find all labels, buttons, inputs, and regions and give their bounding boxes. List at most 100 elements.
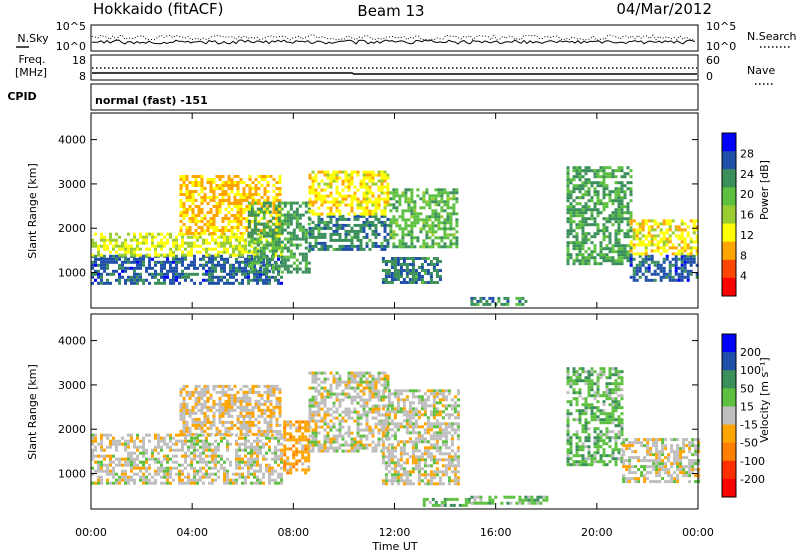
power-cell xyxy=(290,271,293,274)
velocity-cell xyxy=(94,455,97,458)
velocity-cell xyxy=(231,397,234,400)
power-cell xyxy=(369,189,372,192)
power-cell xyxy=(597,214,600,217)
velocity-cell xyxy=(247,452,250,455)
power-cell xyxy=(296,271,299,274)
power-cell xyxy=(401,218,404,221)
power-cell xyxy=(455,218,458,221)
velocity-cell xyxy=(204,385,207,388)
power-cell xyxy=(609,241,612,244)
velocity-cell xyxy=(261,433,264,436)
velocity-cell xyxy=(231,409,234,412)
velocity-cell xyxy=(249,397,252,400)
velocity-cell xyxy=(351,438,354,441)
power-cell xyxy=(407,233,410,236)
velocity-cell xyxy=(330,447,333,450)
power-cell xyxy=(130,276,133,279)
velocity-cell xyxy=(240,400,243,403)
power-cell xyxy=(375,236,378,239)
power-cell xyxy=(570,196,573,199)
power-cell xyxy=(266,223,269,226)
power-cell xyxy=(222,217,225,220)
velocity-cell xyxy=(387,384,390,387)
power-cell xyxy=(133,254,136,257)
power-cell xyxy=(235,273,238,276)
power-cell xyxy=(151,242,154,245)
power-cell xyxy=(440,191,443,194)
velocity-cell xyxy=(166,473,169,476)
power-cell xyxy=(208,248,211,251)
velocity-cell xyxy=(318,408,321,411)
power-cell xyxy=(266,247,269,250)
power-cell xyxy=(163,236,166,239)
velocity-cell xyxy=(286,471,289,474)
velocity-cell xyxy=(315,432,318,435)
velocity-cell xyxy=(345,396,348,399)
power-cell xyxy=(124,270,127,273)
velocity-cell xyxy=(124,446,127,449)
velocity-cell xyxy=(238,437,241,440)
velocity-cell xyxy=(207,406,210,409)
power-cell xyxy=(606,229,609,232)
velocity-cell xyxy=(193,449,196,452)
velocity-cell xyxy=(321,417,324,420)
velocity-cell xyxy=(211,479,214,482)
power-cell xyxy=(118,267,121,270)
velocity-cell xyxy=(295,453,298,456)
power-cell xyxy=(249,190,252,193)
velocity-cell xyxy=(286,468,289,471)
velocity-cell xyxy=(133,440,136,443)
velocity-cell xyxy=(385,404,388,407)
power-cell xyxy=(621,199,624,202)
power-cell xyxy=(585,232,588,235)
power-cell xyxy=(678,252,681,255)
power-cell xyxy=(392,236,395,239)
power-cell xyxy=(648,264,651,267)
power-cell xyxy=(406,263,409,266)
power-cell xyxy=(630,169,633,172)
power-cell xyxy=(312,230,315,233)
power-cell xyxy=(518,303,521,306)
y-tick-label: 4000 xyxy=(58,134,86,147)
velocity-cell xyxy=(148,440,151,443)
power-cell xyxy=(232,267,235,270)
velocity-cell xyxy=(121,470,124,473)
power-cell xyxy=(687,276,690,279)
power-cell xyxy=(588,256,591,259)
power-cell xyxy=(293,202,296,205)
power-cell xyxy=(263,235,266,238)
power-cell xyxy=(184,242,187,245)
velocity-cell xyxy=(219,400,222,403)
power-cell xyxy=(389,221,392,224)
velocity-cell xyxy=(195,412,198,415)
power-cell xyxy=(204,229,207,232)
velocity-cell xyxy=(315,420,318,423)
velocity-cell xyxy=(283,450,286,453)
velocity-cell xyxy=(279,412,282,415)
power-cell xyxy=(615,238,618,241)
power-cell xyxy=(579,253,582,256)
velocity-cell xyxy=(309,417,312,420)
velocity-cell xyxy=(312,396,315,399)
velocity-cell xyxy=(222,433,225,436)
velocity-cell xyxy=(360,399,363,402)
power-cell xyxy=(401,236,404,239)
velocity-cell xyxy=(369,390,372,393)
velocity-cell xyxy=(318,372,321,375)
power-cell xyxy=(597,229,600,232)
power-cell xyxy=(666,219,669,222)
velocity-cell xyxy=(133,443,136,446)
power-cell xyxy=(660,276,663,279)
velocity-cell xyxy=(247,458,250,461)
power-cell xyxy=(430,278,433,281)
velocity-cell xyxy=(387,378,390,381)
power-cell xyxy=(576,175,579,178)
power-cell xyxy=(636,237,639,240)
velocity-cell xyxy=(237,415,240,418)
power-cell xyxy=(213,214,216,217)
power-cell xyxy=(228,178,231,181)
power-cell xyxy=(302,232,305,235)
power-cell xyxy=(579,214,582,217)
power-cell xyxy=(570,220,573,223)
